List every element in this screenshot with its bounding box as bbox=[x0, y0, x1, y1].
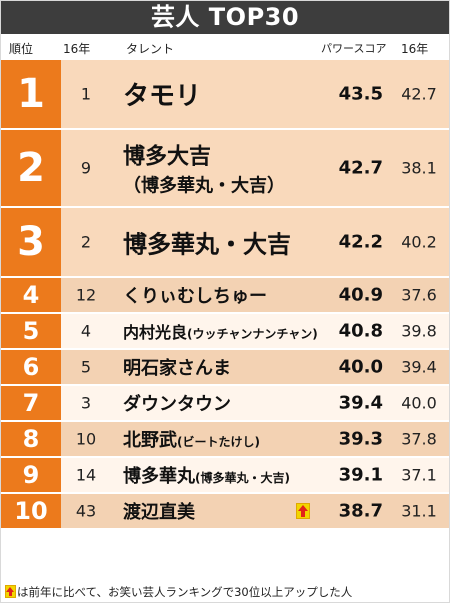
row-body: 10 北野武(ビートたけし) 39.3 37.8 bbox=[61, 422, 449, 456]
table-row: 6 5 明石家さんま 40.0 39.4 bbox=[1, 350, 449, 386]
rank-cell: 10 bbox=[1, 494, 61, 528]
rank16-cell: 14 bbox=[75, 465, 97, 485]
talent-name-sub: (ビートたけし) bbox=[177, 435, 260, 449]
rank16-cell: 1 bbox=[80, 84, 92, 104]
power16-score: 42.7 bbox=[401, 84, 437, 104]
rank16-cell: 12 bbox=[75, 285, 97, 305]
header-power16: 16年 bbox=[401, 42, 429, 56]
rank-cell: 7 bbox=[1, 386, 61, 420]
rank-cell: 8 bbox=[1, 422, 61, 456]
header-rank16: 16年 bbox=[63, 42, 91, 56]
talent-name-main: 渡辺直美 bbox=[123, 502, 195, 523]
power16-score: 37.8 bbox=[401, 429, 437, 449]
table-row: 8 10 北野武(ビートたけし) 39.3 37.8 bbox=[1, 422, 449, 458]
rank16-cell: 5 bbox=[80, 357, 92, 377]
header-talent: タレント bbox=[126, 42, 175, 56]
rank16-cell: 10 bbox=[75, 429, 97, 449]
talent-name: 博多華丸(博多華丸・大吉) bbox=[123, 462, 290, 488]
header-power: パワースコア bbox=[321, 42, 387, 55]
table-row: 10 43 渡辺直美 38.7 31.1 bbox=[1, 494, 449, 530]
table-row: 3 2 博多華丸・大吉 42.2 40.2 bbox=[1, 208, 449, 278]
table-row: 5 4 内村光良(ウッチャンナンチャン) 40.8 39.8 bbox=[1, 314, 449, 350]
table-row: 9 14 博多華丸(博多華丸・大吉) 39.1 37.1 bbox=[1, 458, 449, 494]
row-body: 9 博多大吉 （博多華丸・大吉） 42.7 38.1 bbox=[61, 130, 449, 206]
footnote-text: は前年に比べて、お笑い芸人ランキングで30位以上アップした人 bbox=[17, 585, 353, 599]
power-score: 43.5 bbox=[338, 83, 383, 105]
up-arrow-icon bbox=[296, 503, 310, 519]
talent-name: 北野武(ビートたけし) bbox=[123, 426, 260, 452]
row-body: 43 渡辺直美 38.7 31.1 bbox=[61, 494, 449, 528]
power-score: 40.9 bbox=[338, 284, 383, 306]
header-rank: 順位 bbox=[9, 42, 34, 56]
power16-score: 40.2 bbox=[401, 232, 437, 252]
power16-score: 37.1 bbox=[401, 465, 437, 485]
page-title: 芸人 TOP30 bbox=[1, 1, 449, 34]
talent-name-main: くりぃむしちゅー bbox=[123, 286, 267, 307]
row-body: 3 ダウンタウン 39.4 40.0 bbox=[61, 386, 449, 420]
talent-name: 渡辺直美 bbox=[123, 498, 195, 524]
row-body: 4 内村光良(ウッチャンナンチャン) 40.8 39.8 bbox=[61, 314, 449, 348]
talent-name: 内村光良(ウッチャンナンチャン) bbox=[123, 319, 318, 343]
talent-name: くりぃむしちゅー bbox=[123, 282, 267, 308]
table-body: 1 1 タモリ 43.5 42.7 2 9 博多大吉 （博多華丸・大吉） 42.7 38.1 3 2 博多… bbox=[1, 60, 449, 530]
power-score: 39.4 bbox=[338, 392, 383, 414]
rank-cell: 2 bbox=[1, 130, 61, 206]
talent-name-sub: (ウッチャンナンチャン) bbox=[187, 327, 318, 341]
power-score: 42.7 bbox=[338, 157, 383, 179]
power16-score: 38.1 bbox=[401, 158, 437, 178]
table-row: 7 3 ダウンタウン 39.4 40.0 bbox=[1, 386, 449, 422]
talent-name-main: 明石家さんま bbox=[123, 358, 231, 379]
talent-name-main: タモリ bbox=[123, 81, 202, 112]
row-body: 5 明石家さんま 40.0 39.4 bbox=[61, 350, 449, 384]
rank16-cell: 4 bbox=[80, 321, 92, 341]
power16-score: 40.0 bbox=[401, 393, 437, 413]
table-row: 1 1 タモリ 43.5 42.7 bbox=[1, 60, 449, 130]
rank16-cell: 9 bbox=[80, 158, 92, 178]
power-score: 42.2 bbox=[338, 231, 383, 253]
row-body: 1 タモリ 43.5 42.7 bbox=[61, 60, 449, 128]
power-score: 38.7 bbox=[338, 500, 383, 522]
table-header: 順位 16年 タレント パワースコア 16年 bbox=[1, 34, 449, 60]
rank-cell: 1 bbox=[1, 60, 61, 128]
talent-name-main: 博多華丸・大吉 bbox=[123, 230, 291, 259]
up-arrow-icon bbox=[5, 585, 16, 598]
talent-name-sub: (博多華丸・大吉) bbox=[195, 471, 290, 485]
rank-cell: 3 bbox=[1, 208, 61, 276]
power-score: 40.0 bbox=[338, 356, 383, 378]
rank-cell: 5 bbox=[1, 314, 61, 348]
power-score: 39.1 bbox=[338, 464, 383, 486]
rank16-cell: 3 bbox=[80, 393, 92, 413]
rank16-cell: 2 bbox=[80, 232, 92, 252]
rank-cell: 9 bbox=[1, 458, 61, 492]
rank-cell: 4 bbox=[1, 278, 61, 312]
row-body: 12 くりぃむしちゅー 40.9 37.6 bbox=[61, 278, 449, 312]
power-score: 40.8 bbox=[338, 320, 383, 342]
power16-score: 37.6 bbox=[401, 285, 437, 305]
table-row: 4 12 くりぃむしちゅー 40.9 37.6 bbox=[1, 278, 449, 314]
power16-score: 31.1 bbox=[401, 501, 437, 521]
power16-score: 39.4 bbox=[401, 357, 437, 377]
talent-name-main: 博多大吉 bbox=[123, 144, 212, 170]
talent-name: タモリ bbox=[123, 76, 201, 113]
row-body: 2 博多華丸・大吉 42.2 40.2 bbox=[61, 208, 449, 276]
rank-cell: 6 bbox=[1, 350, 61, 384]
talent-name: 博多大吉 （博多華丸・大吉） bbox=[123, 139, 285, 198]
rank16-cell: 43 bbox=[75, 501, 97, 521]
footnote: は前年に比べて、お笑い芸人ランキングで30位以上アップした人 bbox=[5, 584, 352, 600]
talent-name-main: ダウンタウン bbox=[123, 394, 231, 415]
talent-name: ダウンタウン bbox=[123, 390, 231, 416]
talent-name-group: （博多華丸・大吉） bbox=[123, 175, 285, 197]
talent-name: 明石家さんま bbox=[123, 354, 231, 380]
talent-name-main: 内村光良 bbox=[123, 323, 188, 342]
power-score: 39.3 bbox=[338, 428, 383, 450]
power16-score: 39.8 bbox=[401, 321, 437, 341]
talent-name-main: 博多華丸 bbox=[123, 466, 195, 487]
talent-name: 博多華丸・大吉 bbox=[123, 225, 291, 260]
row-body: 14 博多華丸(博多華丸・大吉) 39.1 37.1 bbox=[61, 458, 449, 492]
talent-name-main: 北野武 bbox=[123, 430, 177, 451]
table-row: 2 9 博多大吉 （博多華丸・大吉） 42.7 38.1 bbox=[1, 130, 449, 208]
